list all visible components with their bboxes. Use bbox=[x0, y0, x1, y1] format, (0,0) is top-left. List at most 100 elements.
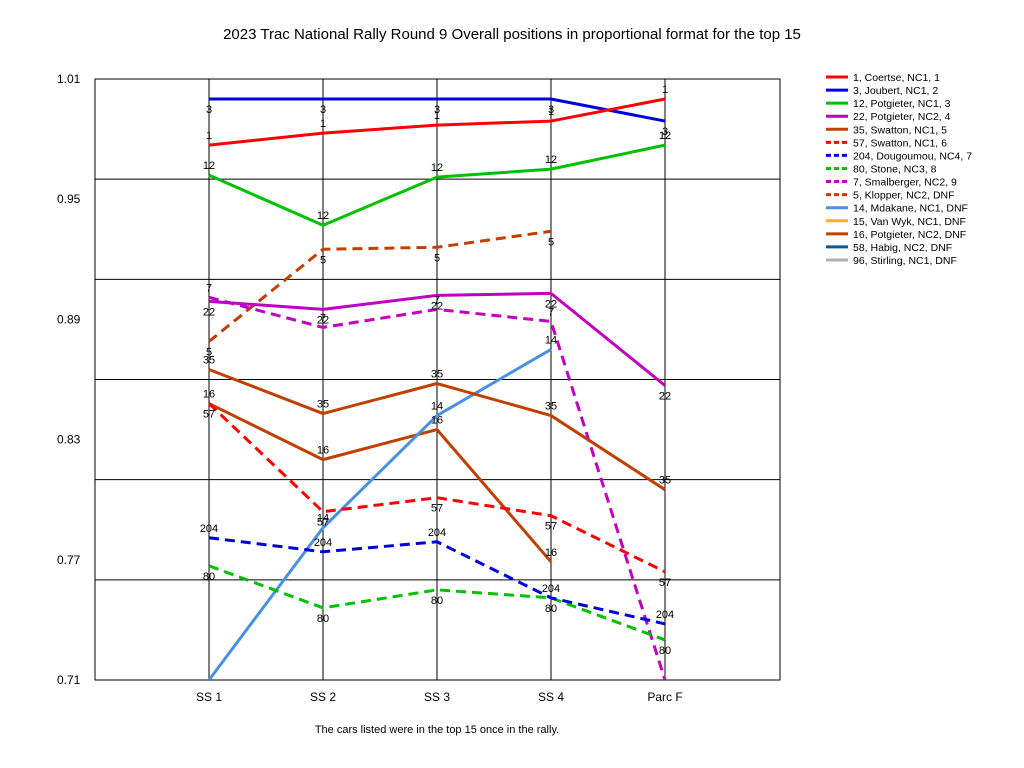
data-label: 12 bbox=[317, 210, 329, 222]
y-axis-ticks: 1.01 0.95 0.89 0.83 0.77 0.71 bbox=[57, 72, 81, 687]
legend-entry: 204, Dougoumou, NC4, 7 bbox=[853, 150, 972, 162]
data-label: 7 bbox=[548, 306, 554, 318]
x-tick-label: SS 1 bbox=[196, 690, 222, 704]
legend-entry: 57, Swatton, NC1, 6 bbox=[853, 137, 947, 149]
data-label: 3 bbox=[662, 126, 668, 138]
y-tick-label: 0.83 bbox=[57, 433, 81, 447]
data-label: 16 bbox=[545, 547, 557, 559]
x-tick-label: Parc F bbox=[647, 690, 682, 704]
data-label: 14 bbox=[431, 401, 443, 413]
series-line bbox=[208, 229, 552, 343]
data-label: 1 bbox=[662, 84, 668, 96]
legend-entry: 16, Potgieter, NC2, DNF bbox=[853, 229, 966, 241]
series-line bbox=[208, 564, 666, 642]
legend-entry: 5, Klopper, NC2, DNF bbox=[853, 190, 955, 202]
data-label: 35 bbox=[659, 475, 671, 487]
data-label: 7 bbox=[320, 312, 326, 324]
data-label: 35 bbox=[431, 369, 443, 381]
data-label: 5 bbox=[548, 236, 554, 248]
y-tick-label: 1.01 bbox=[57, 72, 81, 86]
data-label: 3 bbox=[320, 104, 326, 116]
data-label: 204 bbox=[656, 609, 674, 621]
chart-grid bbox=[94, 78, 781, 681]
data-label: 80 bbox=[659, 645, 671, 657]
data-label: 80 bbox=[431, 595, 443, 607]
data-label: 204 bbox=[428, 527, 446, 539]
data-label: 80 bbox=[203, 571, 215, 583]
data-label: 16 bbox=[317, 445, 329, 457]
legend-entry: 14, Mdakane, NC1, DNF bbox=[853, 203, 968, 215]
legend-entry: 15, Van Wyk, NC1, DNF bbox=[853, 216, 966, 228]
data-label: 3 bbox=[548, 104, 554, 116]
series-line bbox=[207, 348, 552, 680]
data-label: 35 bbox=[317, 399, 329, 411]
legend-entry: 7, Smalberger, NC2, 9 bbox=[853, 177, 957, 189]
y-tick-label: 0.77 bbox=[57, 553, 81, 567]
series-lines bbox=[207, 97, 667, 680]
data-label: 80 bbox=[545, 603, 557, 615]
data-label: 5 bbox=[434, 252, 440, 264]
x-axis-ticks: SS 1 SS 2 SS 3 SS 4 Parc F bbox=[196, 690, 683, 704]
data-label: 3 bbox=[206, 104, 212, 116]
data-label: 7 bbox=[206, 282, 212, 294]
series-line bbox=[208, 291, 666, 387]
data-label: 16 bbox=[431, 415, 443, 427]
legend-entry: 58, Habig, NC2, DNF bbox=[853, 242, 952, 254]
data-label: 22 bbox=[203, 306, 215, 318]
legend-entry: 35, Swatton, NC1, 5 bbox=[853, 124, 947, 136]
legend-entry: 3, Joubert, NC1, 2 bbox=[853, 85, 938, 97]
data-label: 1 bbox=[434, 110, 440, 122]
data-label: 57 bbox=[203, 409, 215, 421]
data-label: 1 bbox=[320, 118, 326, 130]
data-label: 35 bbox=[545, 401, 557, 413]
data-label: 14 bbox=[545, 334, 557, 346]
data-label: 1 bbox=[548, 106, 554, 118]
legend-entry: 12, Potgieter, NC1, 3 bbox=[853, 98, 951, 110]
data-label: 57 bbox=[545, 521, 557, 533]
data-label: 14 bbox=[317, 513, 329, 525]
data-label: 22 bbox=[545, 298, 557, 310]
data-label: 57 bbox=[431, 503, 443, 515]
data-label: 12 bbox=[203, 160, 215, 172]
x-tick-label: SS 4 bbox=[538, 690, 564, 704]
y-tick-label: 0.89 bbox=[57, 312, 81, 326]
x-tick-label: SS 2 bbox=[310, 690, 336, 704]
data-label: 22 bbox=[431, 300, 443, 312]
series-line bbox=[208, 143, 666, 227]
y-tick-label: 0.71 bbox=[57, 673, 81, 687]
data-label: 12 bbox=[545, 154, 557, 166]
series-line bbox=[208, 536, 666, 626]
data-label: 204 bbox=[314, 537, 332, 549]
series-line bbox=[207, 402, 666, 574]
legend-entry: 96, Stirling, NC1, DNF bbox=[853, 255, 957, 267]
data-label: 5 bbox=[206, 346, 212, 358]
y-tick-label: 0.95 bbox=[57, 192, 81, 206]
data-label: 22 bbox=[659, 391, 671, 403]
data-label: 7 bbox=[434, 294, 440, 306]
data-label: 204 bbox=[542, 583, 560, 595]
chart-footnote: The cars listed were in the top 15 once … bbox=[315, 724, 559, 736]
data-label: 3 bbox=[434, 104, 440, 116]
legend: 1, Coertse, NC1, 13, Joubert, NC1, 212, … bbox=[826, 72, 972, 267]
data-label: 16 bbox=[203, 389, 215, 401]
series-line bbox=[209, 97, 666, 123]
data-label: 5 bbox=[320, 254, 326, 266]
legend-entry: 80, Stone, NC3, 8 bbox=[853, 163, 937, 175]
legend-entry: 1, Coertse, NC1, 1 bbox=[853, 72, 940, 84]
data-label: 57 bbox=[659, 577, 671, 589]
data-label: 12 bbox=[431, 162, 443, 174]
x-tick-label: SS 3 bbox=[424, 690, 450, 704]
data-label: 12 bbox=[659, 130, 671, 142]
data-label: 80 bbox=[317, 613, 329, 625]
data-label: 1 bbox=[206, 130, 212, 142]
series-line bbox=[208, 97, 666, 147]
legend-entry: 22, Potgieter, NC2, 4 bbox=[853, 111, 951, 123]
series-line bbox=[208, 402, 553, 563]
data-label: 22 bbox=[317, 314, 329, 326]
data-label: 57 bbox=[317, 517, 329, 529]
chart-title: 2023 Trac National Rally Round 9 Overall… bbox=[223, 26, 801, 43]
series-line bbox=[208, 368, 666, 491]
data-label: 35 bbox=[203, 354, 215, 366]
